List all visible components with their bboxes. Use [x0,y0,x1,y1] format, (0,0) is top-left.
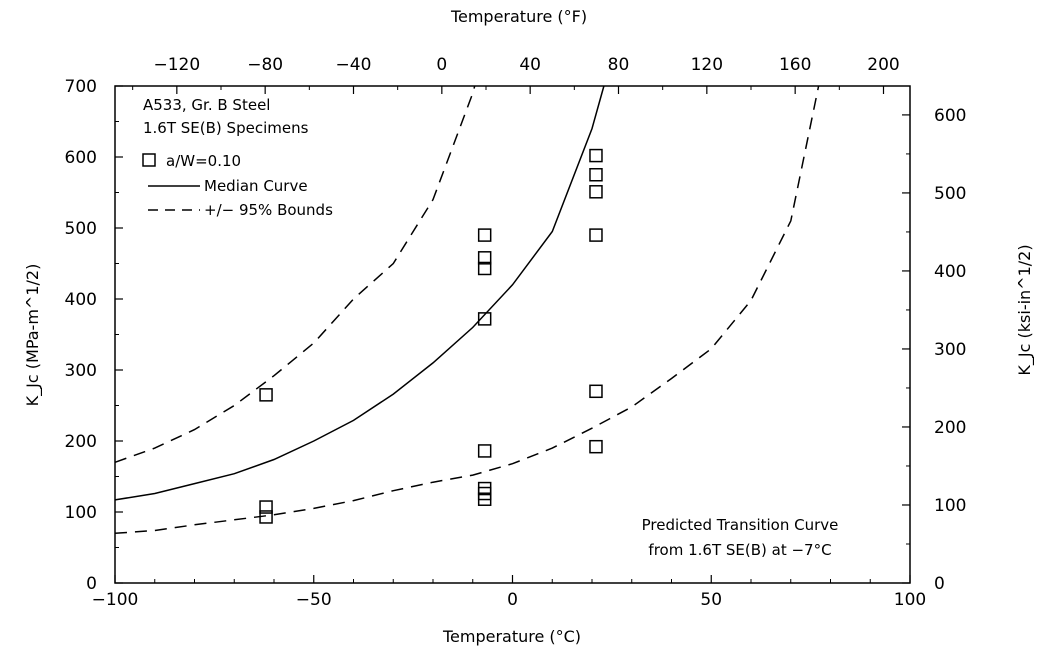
top-tick-label: 160 [779,55,811,75]
axis-ticks: −100 −50 0 50 1000100200300400500600700−120−… [65,55,967,610]
data-point-square [589,168,603,182]
right-axis-title: K_Jc (ksi-in^1/2) [1015,244,1035,375]
right-tick-label: 0 [934,574,945,594]
upper-bound-curve [114,85,476,464]
annotation: Predicted Transition Curve from 1.6T SE(… [642,516,839,559]
legend-median-label: Median Curve [204,177,308,195]
data-point-square [477,444,492,458]
legend-square-marker [142,153,156,167]
left-tick-label: 0 [86,574,97,594]
left-tick-label: 600 [65,148,97,168]
legend-title-line-1: A533, Gr. B Steel [143,96,270,114]
left-tick-label: 700 [65,77,97,97]
plot-area: −100 −50 0 50 1000100200300400500600700−120−… [65,55,967,610]
left-tick-label: 200 [65,432,97,452]
right-tick-label: 200 [934,418,966,438]
top-tick-label: −80 [247,55,283,75]
bottom-tick-label: 0 [507,590,518,610]
data-point-square [589,148,603,163]
bottom-tick-label: 100 [894,590,926,610]
right-tick-label: 400 [934,262,966,282]
legend-scatter-label: a/W=0.10 [166,152,241,170]
annotation-line-2: from 1.6T SE(B) at −7°C [648,541,831,559]
legend-title-line-2: 1.6T SE(B) Specimens [143,119,309,137]
top-tick-label: −120 [153,55,200,75]
top-tick-label: 80 [608,55,630,75]
left-tick-label: 400 [65,290,97,310]
bottom-tick-label: −100 [92,590,139,610]
data-point-square [477,492,492,506]
lower-bound-curve [114,85,820,535]
left-axis-title: K_Jc (MPa-m^1/2) [23,264,43,407]
annotation-line-1: Predicted Transition Curve [642,516,839,534]
right-tick-label: 100 [934,496,966,516]
top-tick-label: 40 [519,55,541,75]
top-axis-title: Temperature (°F) [450,7,587,26]
legend: A533, Gr. B Steel 1.6T SE(B) Specimens a… [142,96,333,219]
bottom-tick-label: 50 [700,590,722,610]
right-tick-label: 300 [934,340,966,360]
data-point-square [589,185,603,199]
data-points-layer [259,148,603,524]
data-point-square [589,384,603,399]
data-point-square [589,439,603,454]
curves-layer [114,85,820,535]
data-point-square [259,510,273,524]
median-curve [114,85,605,501]
left-tick-label: 300 [65,361,97,381]
right-tick-label: 600 [934,106,966,126]
data-point-square [477,312,492,326]
bottom-axis-title: Temperature (°C) [442,627,581,646]
data-point-square [259,500,273,514]
left-tick-label: 100 [65,503,97,523]
top-tick-label: −40 [336,55,372,75]
top-tick-label: 200 [867,55,899,75]
data-point-square [477,228,492,242]
data-point-square [259,388,273,402]
top-tick-label: 0 [436,55,447,75]
left-tick-label: 500 [65,219,97,239]
right-tick-label: 500 [934,184,966,204]
top-tick-label: 120 [691,55,723,75]
data-point-square [477,261,492,276]
data-point-square [477,251,492,265]
data-point-square [589,228,603,242]
legend-bounds-label: +/− 95% Bounds [204,201,333,219]
bottom-tick-label: −50 [296,590,332,610]
